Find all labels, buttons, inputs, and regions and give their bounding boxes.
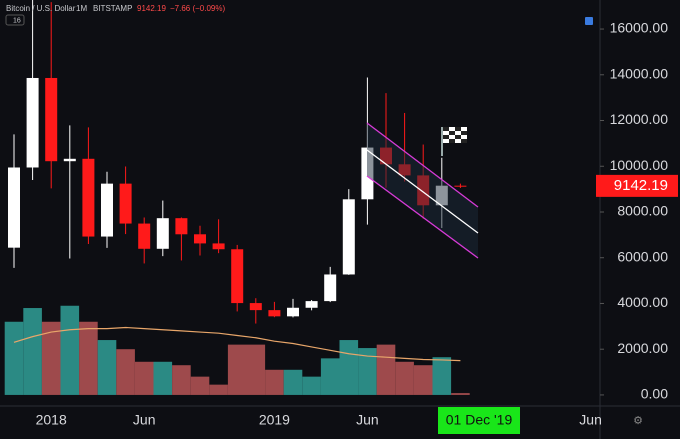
- axis-layer: 0.00 2000.00 4000.00 6000.00 8000.00 10000.00…: [36, 20, 678, 434]
- volume-bar: [190, 376, 210, 395]
- volume-bar: [376, 344, 396, 395]
- candle-body: [287, 307, 299, 317]
- x-tick-label: 2018: [36, 412, 67, 428]
- candle-body: [119, 183, 132, 224]
- flag-icon: [441, 127, 467, 156]
- channel-mid: [366, 149, 479, 234]
- x-tick-label: 2019: [259, 412, 290, 428]
- candle-body: [156, 218, 169, 249]
- channel-fill: [367, 123, 478, 258]
- candle-body: [342, 199, 355, 275]
- y-tick-label: 6000.00: [617, 248, 668, 264]
- channel-bottom: [366, 175, 479, 259]
- symbol-title: Bitcoin / U.S. Dollar: [6, 4, 76, 13]
- y-tick-label: 10000.00: [610, 157, 669, 173]
- candle-body: [324, 274, 337, 302]
- indicator-label: 16: [13, 17, 21, 24]
- candle-body: [8, 167, 20, 248]
- volume-bar: [320, 358, 340, 395]
- volume-bar: [23, 308, 42, 395]
- volume-ma-line: [13, 326, 461, 362]
- candle-body: [194, 234, 206, 244]
- crosshair-date-box: [438, 407, 520, 434]
- volume-bar: [395, 361, 414, 395]
- volume-bar: [358, 348, 377, 395]
- volume-bar: [79, 321, 98, 395]
- candle-body: [212, 243, 225, 250]
- candle-body: [231, 249, 244, 304]
- volume-bar: [97, 340, 117, 395]
- x-tick-label: Jun: [579, 412, 602, 428]
- volume-bar: [41, 321, 61, 395]
- candle-body: [454, 185, 467, 187]
- header-price: 9142.19: [137, 4, 166, 13]
- candle-body: [26, 77, 39, 168]
- y-tick-label: 2000.00: [617, 340, 668, 356]
- volume-layer: [4, 305, 470, 395]
- last-price-box: [596, 174, 678, 197]
- indicator-box[interactable]: [5, 14, 25, 26]
- candle-body: [249, 303, 262, 311]
- channel-top: [366, 122, 479, 208]
- volume-bar: [209, 384, 228, 395]
- x-tick-label: Jun: [133, 412, 156, 428]
- crosshair-date: 01 Dec '19: [446, 412, 513, 428]
- candle-body: [268, 310, 281, 317]
- y-tick-label: 12000.00: [610, 111, 669, 127]
- candle-body: [305, 301, 318, 308]
- volume-bar: [4, 321, 24, 395]
- y-tick-label: 14000.00: [610, 65, 669, 81]
- volume-bar: [116, 349, 135, 395]
- volume-bar: [134, 361, 154, 395]
- interval: 1M: [76, 4, 87, 13]
- settings-icon[interactable]: ⚙: [633, 415, 643, 427]
- save-icon[interactable]: [585, 17, 593, 25]
- x-tick-label: Jun: [356, 412, 379, 428]
- volume-bar: [153, 361, 173, 395]
- header-change: −7.66 (−0.09%): [170, 4, 225, 13]
- volume-bar: [60, 305, 80, 395]
- candle-body: [101, 183, 113, 237]
- volume-bar: [227, 344, 247, 395]
- volume-bar: [413, 365, 433, 395]
- exchange: BITSTAMP: [93, 4, 132, 13]
- y-tick-label: 16000.00: [610, 20, 669, 36]
- y-tick-label: 0.00: [641, 386, 668, 402]
- candle-body: [138, 223, 151, 249]
- y-tick-label: 8000.00: [617, 203, 668, 219]
- y-tick-label: 4000.00: [617, 294, 668, 310]
- last-price-label: 9142.19: [614, 177, 668, 194]
- volume-bar: [432, 357, 452, 395]
- volume-bar: [302, 376, 321, 395]
- candle-body: [45, 77, 58, 162]
- volume-bar: [172, 365, 191, 395]
- candle-body: [175, 218, 188, 235]
- volume-bar: [246, 344, 266, 395]
- volume-bar: [283, 369, 303, 395]
- volume-bar: [265, 369, 284, 395]
- volume-bar: [451, 393, 470, 395]
- volume-bar: [339, 340, 359, 395]
- candle-body: [82, 158, 95, 237]
- candle-body: [63, 158, 76, 162]
